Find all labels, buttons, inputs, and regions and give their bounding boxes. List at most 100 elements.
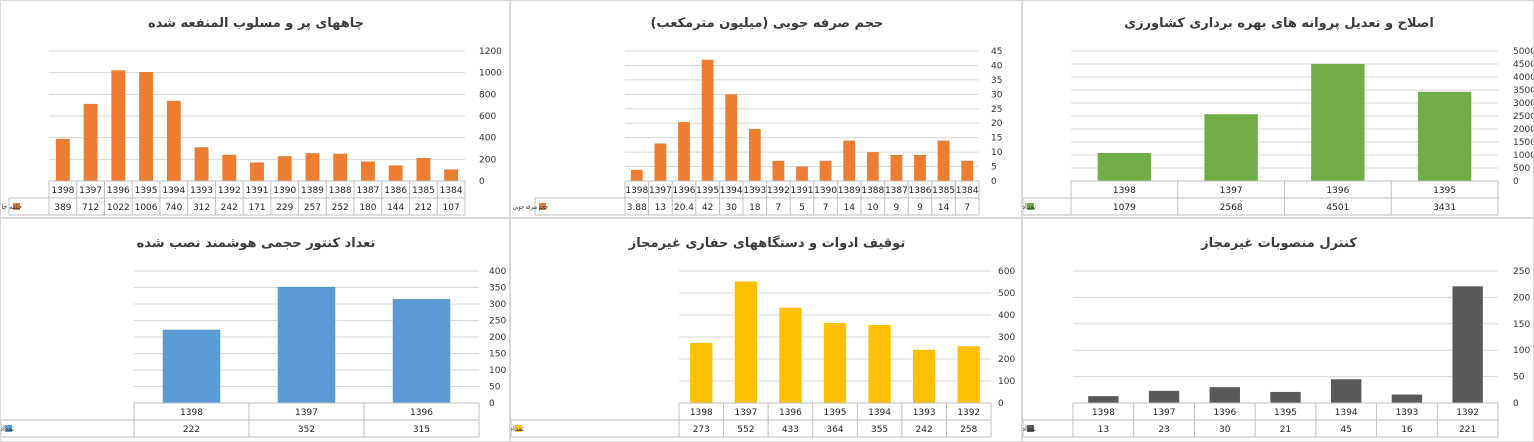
category-label: 1390 <box>814 186 837 196</box>
data-label: 552 <box>737 425 754 435</box>
bar-1398 <box>690 342 713 403</box>
data-label: 257 <box>304 203 321 213</box>
y-tick-label: 250 <box>489 317 506 327</box>
y-tick-label: 1000 <box>1513 151 1533 161</box>
category-label: 1397 <box>734 408 757 418</box>
bar-1388 <box>333 153 348 181</box>
y-tick-label: 0 <box>998 399 1004 409</box>
category-label: 1384 <box>440 186 463 196</box>
data-label: 20.4 <box>674 203 694 213</box>
data-label: 171 <box>248 203 265 213</box>
data-label: 212 <box>415 203 432 213</box>
y-tick-label: 5000 <box>1513 47 1533 57</box>
chart-meters: تعداد کنتور حجمی هوشمند نصب شده 0 50 100 150… <box>1 236 506 438</box>
y-tick-label: 4000 <box>1513 73 1533 83</box>
bar-1396 <box>1311 63 1365 181</box>
category-label: 1393 <box>1395 408 1418 418</box>
category-label: 1392 <box>957 408 980 418</box>
category-label: 1387 <box>356 186 379 196</box>
bar-1392 <box>1452 286 1483 403</box>
y-tick-label: 1500 <box>1513 138 1533 148</box>
data-label: 7 <box>964 203 970 213</box>
y-tick-label: 15 <box>991 134 1002 144</box>
chart-title: چاههای پر و مسلوب المنفعه شده <box>148 16 364 31</box>
data-label: 273 <box>693 425 710 435</box>
data-label: 364 <box>826 425 843 435</box>
category-label: 1395 <box>696 186 719 196</box>
legend-swatch <box>1027 203 1034 210</box>
data-label: 9 <box>894 203 900 213</box>
category-label: 1393 <box>743 186 766 196</box>
legend-swatch <box>515 425 522 432</box>
y-tick-label: 0 <box>1513 399 1519 409</box>
category-label: 1398 <box>1113 186 1136 196</box>
legend-swatch <box>1027 425 1034 432</box>
data-label: 355 <box>871 425 888 435</box>
y-tick-label: 3000 <box>1513 99 1533 109</box>
bar-1397 <box>1204 114 1258 181</box>
data-label: 144 <box>387 203 404 213</box>
data-label: 352 <box>298 425 315 435</box>
bar-1392 <box>957 346 980 403</box>
bar-1390 <box>277 156 292 181</box>
category-label: 1392 <box>767 186 790 196</box>
bar-1392 <box>772 160 785 181</box>
category-label: 1385 <box>412 186 435 196</box>
bar-1393 <box>1391 394 1423 403</box>
data-label: 221 <box>1459 425 1476 435</box>
bar-1390 <box>819 160 832 181</box>
category-label: 1388 <box>329 186 352 196</box>
legend-label: تعداد کنتور حجمی هوشمند نصب شده <box>1 425 14 433</box>
bar-1393 <box>748 129 761 181</box>
category-label: 1388 <box>861 186 884 196</box>
chart-panel-wells: چاههای پر و مسلوب المنفعه شده 0 200 400 600 8… <box>0 0 510 218</box>
data-label: 252 <box>332 203 349 213</box>
legend-swatch <box>539 203 546 210</box>
category-label: 1392 <box>1456 408 1479 418</box>
y-tick-label: 250 <box>1513 267 1530 277</box>
y-tick-label: 200 <box>489 333 506 343</box>
category-label: 1395 <box>135 186 158 196</box>
y-tick-label: 100 <box>998 377 1015 387</box>
bar-1389 <box>305 153 320 181</box>
bar-1396 <box>678 122 690 181</box>
bar-1396 <box>1209 387 1240 403</box>
category-label: 1398 <box>625 186 648 196</box>
bar-1385 <box>937 140 950 181</box>
legend-label: تعداد <box>1023 203 1036 211</box>
y-tick-label: 50 <box>489 383 501 393</box>
bar-1391 <box>250 162 264 181</box>
y-tick-label: 100 <box>489 366 506 376</box>
y-tick-label: 200 <box>1513 293 1530 303</box>
data-label: 4501 <box>1326 203 1349 213</box>
y-tick-label: 0 <box>479 177 485 187</box>
category-label: 1390 <box>273 186 296 196</box>
category-label: 1384 <box>956 186 979 196</box>
y-tick-label: 500 <box>998 289 1015 299</box>
bar-1398 <box>1097 152 1152 181</box>
data-label: 42 <box>702 203 713 213</box>
chart-installs: کنترل منصوبات غیرمجاز 0 50 100 150 200 250 1398… <box>1023 236 1530 438</box>
y-tick-label: 2500 <box>1513 112 1533 122</box>
y-tick-label: 5 <box>991 163 997 173</box>
y-tick-label: 0 <box>1513 177 1519 187</box>
category-label: 1398 <box>180 408 203 418</box>
bar-1397 <box>277 286 336 403</box>
y-tick-label: 200 <box>998 355 1015 365</box>
data-label: 740 <box>165 203 182 213</box>
bar-1396 <box>111 70 126 181</box>
data-label: 180 <box>359 203 376 213</box>
bar-1395 <box>139 72 153 181</box>
legend-label: حلقه چاه <box>1 203 22 211</box>
bar-1397 <box>1148 390 1180 403</box>
bar-1398 <box>162 329 221 403</box>
bar-1394 <box>1331 379 1362 403</box>
data-label: 433 <box>782 425 799 435</box>
y-tick-label: 30 <box>991 90 1003 100</box>
y-tick-label: 2000 <box>1513 125 1533 135</box>
y-tick-label: 600 <box>479 112 496 122</box>
category-label: 1398 <box>51 186 74 196</box>
bar-1395 <box>1417 91 1472 181</box>
bar-1395 <box>701 59 714 181</box>
bar-1384 <box>961 160 974 181</box>
